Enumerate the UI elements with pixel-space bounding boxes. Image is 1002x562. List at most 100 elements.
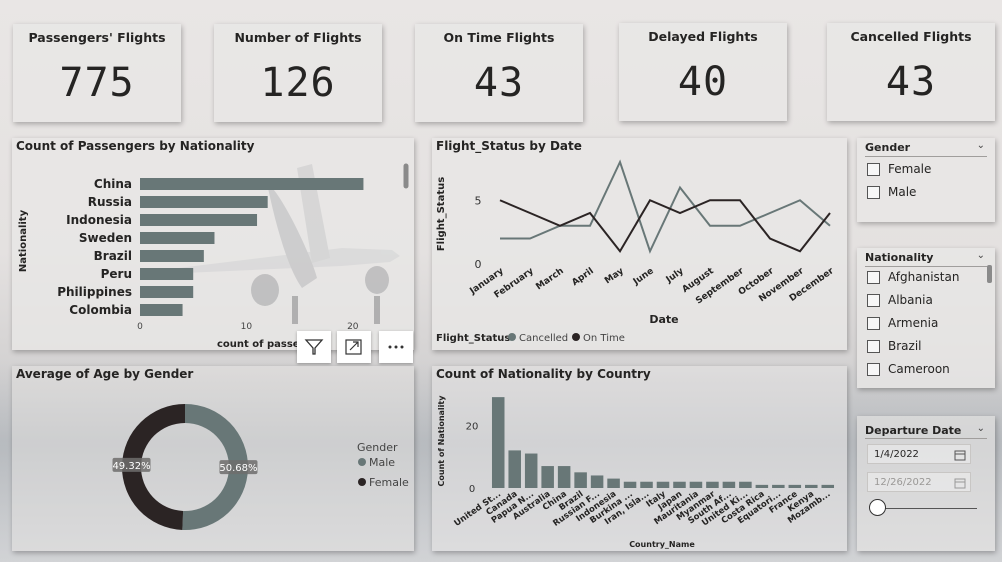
divider (865, 266, 987, 267)
x-tick-label: 20 (347, 322, 359, 332)
legend-label: Female (369, 476, 409, 489)
bar (689, 481, 703, 488)
donut-slice-female (122, 404, 185, 530)
kpi-title: Delayed Flights (648, 29, 758, 44)
age-donut-chart[interactable]: 50.68% 49.32% Gender Male Female (12, 366, 414, 551)
scrollbar[interactable] (987, 265, 992, 283)
visual-title: Count of Nationality by Country (436, 367, 651, 381)
slicer-option-male[interactable]: Male (867, 185, 916, 199)
data-label: 49.32% (112, 461, 150, 472)
kpi-card-delayed: Delayed Flights 40 (619, 23, 787, 121)
x-tick-label: 10 (241, 322, 253, 332)
bar (541, 466, 554, 488)
chevron-down-icon[interactable]: ⌄ (976, 423, 985, 434)
legend-label: Male (369, 456, 395, 469)
visual-title: Flight_Status by Date (436, 139, 582, 153)
kpi-title: On Time Flights (443, 30, 555, 45)
slicer-option[interactable]: Cameroon (867, 362, 950, 376)
slicer-option[interactable]: Albania (867, 293, 933, 307)
country-chart-card[interactable]: Count of Nationality by Country 0 20 Count… (432, 366, 847, 551)
chevron-down-icon[interactable]: ⌄ (976, 250, 985, 261)
checkbox[interactable] (867, 293, 880, 307)
checkbox[interactable] (867, 339, 880, 353)
x-tick-label: March (534, 266, 565, 292)
data-label-bg (112, 457, 151, 472)
bar (805, 484, 818, 488)
bar (508, 450, 521, 488)
visual-title: Average of Age by Gender (16, 367, 194, 381)
donut-slice-male (182, 404, 249, 530)
x-axis-title: Country_Name (629, 540, 695, 549)
category-label: Brazil (94, 249, 132, 263)
checkbox[interactable] (867, 185, 880, 199)
end-date-input[interactable]: 12/26/2022 (867, 472, 971, 492)
kpi-value: 43 (885, 59, 937, 105)
flight-status-chart-card[interactable]: Flight_Status by Date 0 5 Flight_Status Jan… (432, 138, 847, 350)
checkbox[interactable] (867, 162, 880, 176)
calendar-icon[interactable] (954, 449, 966, 461)
y-tick-label: 20 (466, 421, 479, 432)
bar (140, 250, 204, 262)
kpi-value: 126 (260, 60, 336, 106)
bar (524, 453, 538, 488)
bar (140, 178, 364, 190)
bar (821, 484, 835, 488)
legend-marker (572, 333, 580, 341)
bar (788, 484, 802, 488)
category-label: Peru (101, 267, 132, 281)
bar (673, 481, 686, 488)
bar (755, 484, 769, 488)
bar (607, 478, 620, 488)
slicer-option[interactable]: Afghanistan (867, 270, 959, 284)
bar (140, 268, 194, 280)
bar (140, 214, 258, 226)
departure-date-slicer[interactable]: Departure Date ⌄ 1/4/2022 12/26/2022 (857, 416, 995, 551)
x-axis-title: Date (649, 313, 678, 326)
kpi-card-cancelled: Cancelled Flights 43 (827, 23, 995, 121)
more-options-button[interactable] (379, 331, 413, 363)
gender-slicer[interactable]: Gender ⌄ Female Male (857, 138, 995, 222)
nationality-bar-chart[interactable]: China Russia Indonesia Sweden Brazil Peru Phil… (12, 138, 414, 350)
checkbox[interactable] (867, 362, 880, 376)
x-tick-label: 0 (137, 322, 143, 332)
y-axis-title: Count of Nationality (437, 395, 446, 487)
checkbox[interactable] (867, 270, 880, 284)
category-label: Colombia (69, 303, 132, 317)
y-tick-label: 5 (475, 194, 482, 207)
nationality-chart-card[interactable]: Count of Passengers by Nationality China… (12, 138, 414, 350)
kpi-title: Number of Flights (234, 30, 362, 45)
checkbox[interactable] (867, 316, 880, 330)
more-options-icon (388, 345, 404, 349)
bar (739, 481, 752, 488)
series-line-cancelled (500, 159, 831, 254)
category-label: Philippines (57, 285, 132, 299)
kpi-card-on-time: On Time Flights 43 (415, 24, 583, 122)
slicer-option[interactable]: Armenia (867, 316, 938, 330)
option-label: Male (888, 185, 917, 199)
filter-button[interactable] (297, 331, 331, 363)
divider (865, 438, 987, 439)
start-date-input[interactable]: 1/4/2022 (867, 444, 971, 464)
option-label: Female (888, 162, 932, 176)
x-tick-label: April (570, 266, 595, 288)
calendar-icon[interactable] (954, 477, 966, 489)
bar (623, 481, 637, 488)
slicer-option-female[interactable]: Female (867, 162, 931, 176)
end-date-value: 12/26/2022 (874, 477, 932, 488)
y-axis-title: Nationality (18, 209, 29, 272)
focus-mode-icon (345, 339, 362, 355)
chevron-down-icon[interactable]: ⌄ (976, 140, 985, 151)
focus-mode-button[interactable] (337, 331, 371, 363)
date-range-handle[interactable] (869, 499, 886, 516)
nationality-slicer[interactable]: Nationality ⌄ Afghanistan Albania Armeni… (857, 248, 995, 388)
filter-icon (304, 339, 324, 355)
kpi-value: 775 (59, 60, 135, 106)
slicer-option[interactable]: Brazil (867, 339, 922, 353)
bar (722, 481, 736, 488)
data-label: 50.68% (219, 463, 257, 474)
slicer-title: Gender (865, 141, 911, 154)
date-range-track[interactable] (879, 508, 977, 509)
age-donut-card[interactable]: Average of Age by Gender 50.68% 49.32% Gen… (12, 366, 414, 551)
